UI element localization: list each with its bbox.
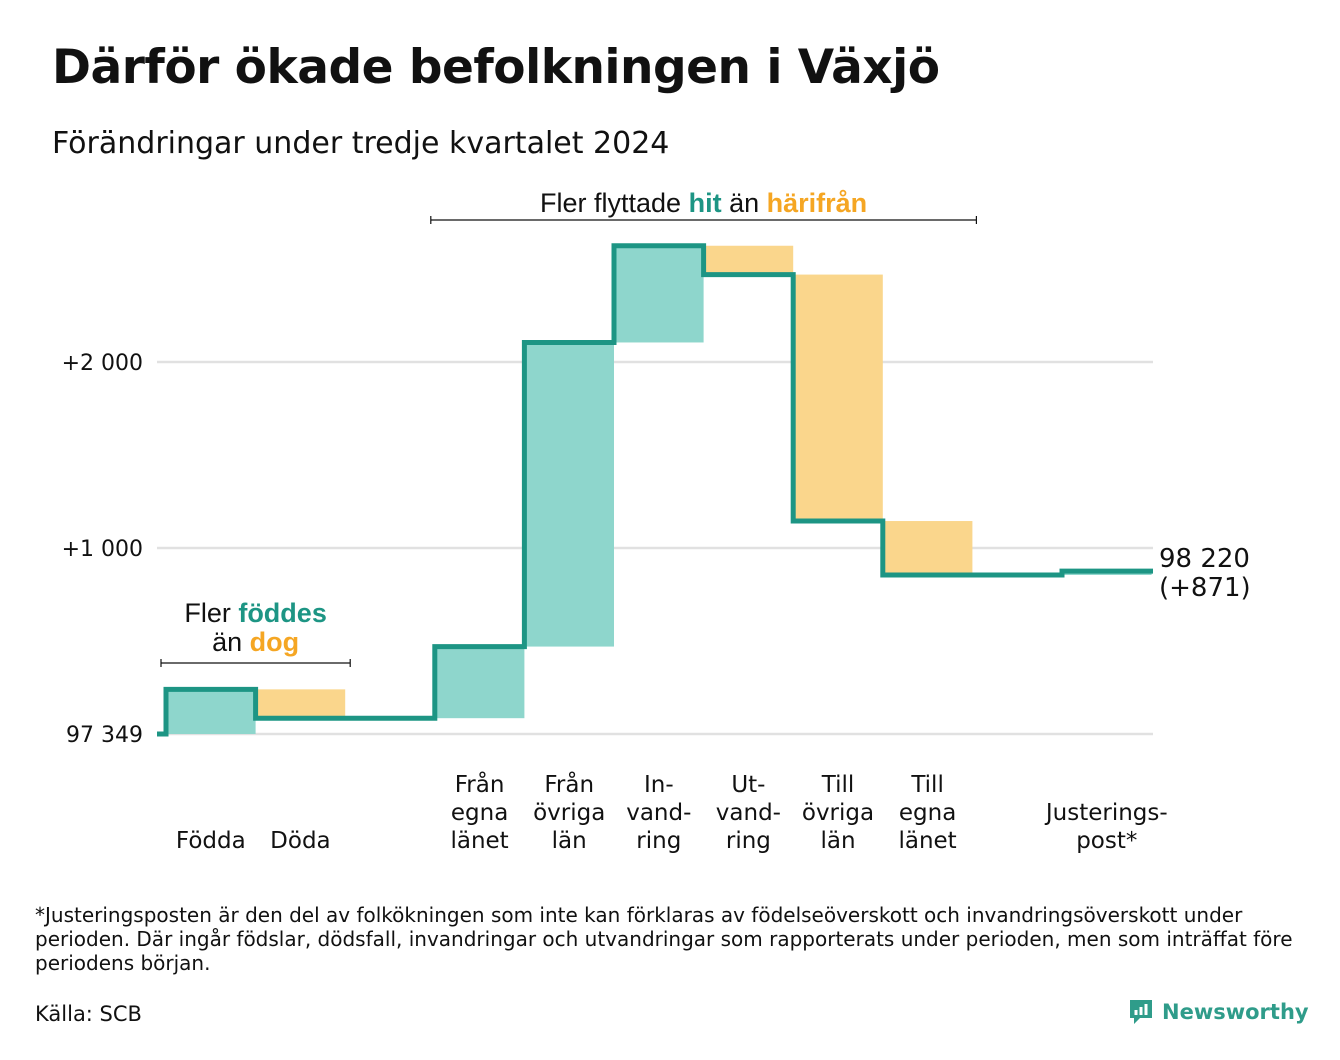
category-label: post*	[1076, 828, 1137, 854]
decrease-bar	[793, 274, 883, 522]
category-label: län	[820, 828, 855, 854]
brand: Newsworthy	[1128, 998, 1309, 1026]
category-label: länet	[898, 828, 956, 854]
annotation-span: än	[212, 627, 250, 657]
category-label: Döda	[270, 828, 330, 854]
annotation-span: Fler flyttade	[540, 188, 689, 218]
births-annotation-line2: än dog	[212, 627, 299, 657]
category-label: Från	[544, 770, 594, 798]
increase-bar	[614, 245, 704, 343]
increase-bar	[524, 342, 614, 647]
category-label: Justerings-	[1044, 800, 1168, 826]
chart-subtitle: Förändringar under tredje kvartalet 2024	[52, 126, 670, 161]
y-tick-label: 97 349	[66, 723, 143, 748]
category-label: länet	[450, 828, 508, 854]
category-label: vand-	[626, 800, 691, 826]
births-annotation: Fler föddes	[184, 598, 327, 628]
category-label: In-	[644, 772, 674, 798]
annotation-span: än	[722, 188, 767, 218]
annotation-span: hit	[689, 188, 722, 218]
decrease-bar	[703, 245, 794, 275]
cumulative-step-line	[157, 243, 1153, 737]
category-label: ring	[636, 828, 681, 854]
category-label: Till	[910, 772, 944, 798]
category-label: ring	[726, 828, 771, 854]
end-change-label: (+871)	[1159, 573, 1251, 603]
decrease-bar	[882, 521, 973, 575]
category-label: övriga	[802, 800, 874, 826]
category-label: vand-	[716, 800, 781, 826]
source-label: Källa: SCB	[35, 1002, 142, 1026]
y-tick-label: +1 000	[62, 537, 143, 562]
increase-bar	[166, 689, 256, 734]
y-tick-label: +2 000	[62, 351, 143, 376]
category-label: egna	[899, 800, 956, 826]
footnote: *Justeringsposten är den del av folkökni…	[35, 903, 1293, 975]
increase-bar	[434, 646, 525, 719]
brand-name: Newsworthy	[1162, 1000, 1309, 1024]
category-label: egna	[451, 800, 508, 826]
category-label: övriga	[533, 800, 605, 826]
category-label: län	[552, 828, 587, 854]
category-label: Ut-	[731, 772, 765, 798]
category-label: Till	[821, 772, 855, 798]
decrease-bar	[255, 689, 346, 719]
category-label: Från	[455, 770, 505, 798]
annotation-span: Fler	[184, 598, 238, 628]
migration-annotation: Fler flyttade hit än härifrån	[540, 188, 867, 218]
category-label: Födda	[176, 828, 246, 854]
chart-title: Därför ökade befolkningen i Växjö	[52, 40, 940, 95]
annotation-span: föddes	[238, 598, 327, 628]
annotation-span: härifrån	[767, 188, 868, 218]
newsworthy-logo-icon	[1130, 1000, 1152, 1024]
annotation-span: dog	[250, 627, 299, 657]
end-value-label: 98 220	[1159, 544, 1250, 574]
